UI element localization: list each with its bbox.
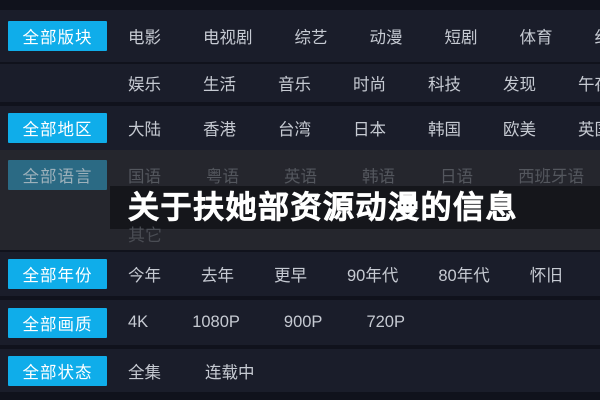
filter-item[interactable]: 其它: [128, 225, 162, 245]
filter-items-section: 电影 电视剧 综艺 动漫 短剧 体育 纪录片: [128, 24, 600, 48]
filter-row-status: 全部状态 全集 连载中: [0, 349, 600, 392]
filter-item[interactable]: 720P: [366, 313, 405, 331]
filter-row-quality: 全部画质 4K 1080P 900P 720P: [0, 300, 600, 345]
filter-item[interactable]: 科技: [428, 76, 461, 94]
filter-button-section[interactable]: 全部版块: [8, 21, 107, 51]
filter-item[interactable]: 午夜: [578, 76, 600, 94]
filter-item[interactable]: 1080P: [192, 313, 240, 331]
filter-item[interactable]: 4K: [128, 313, 149, 331]
filter-item[interactable]: 韩国: [428, 121, 461, 139]
filter-row-language-extra: 其它: [0, 220, 600, 246]
filter-item[interactable]: 连载中: [205, 363, 255, 382]
filter-button-year[interactable]: 全部年份: [8, 259, 107, 289]
filter-item[interactable]: 更早: [274, 267, 307, 285]
filter-item[interactable]: 英国: [578, 121, 600, 139]
filter-item[interactable]: 生活: [203, 76, 236, 94]
filter-item[interactable]: 日本: [353, 121, 386, 139]
filter-item[interactable]: 电影: [128, 29, 161, 47]
filter-item[interactable]: 日语: [440, 168, 473, 186]
filter-row-year: 全部年份 今年 去年 更早 90年代 80年代 怀旧: [0, 252, 600, 296]
filter-item[interactable]: 短剧: [444, 29, 478, 47]
filter-row-region: 全部地区 大陆 香港 台湾 日本 韩国 欧美 英国: [0, 106, 600, 150]
filter-item[interactable]: 时尚: [353, 76, 386, 94]
filter-items-section-extra: 娱乐 生活 音乐 时尚 科技 发现 午夜: [128, 71, 600, 95]
filter-item[interactable]: 发现: [503, 76, 536, 94]
filter-button-region[interactable]: 全部地区: [8, 113, 107, 143]
filter-item[interactable]: 台湾: [278, 121, 311, 139]
filter-item[interactable]: 粤语: [206, 168, 239, 186]
filter-item[interactable]: 大陆: [128, 121, 161, 139]
page-title: 关于扶她部资源动漫的信息: [128, 190, 518, 226]
filter-item[interactable]: 欧美: [503, 121, 536, 139]
filter-item[interactable]: 全集: [128, 363, 161, 382]
filter-button-status[interactable]: 全部状态: [8, 355, 107, 386]
filter-row-language: 全部语言 国语 粤语 英语 韩语 日语 西班牙语: [0, 160, 600, 190]
filter-item[interactable]: 音乐: [278, 76, 311, 94]
title-backdrop: [110, 186, 600, 229]
dimmed-overlay: 全部语言 国语 粤语 英语 韩语 日语 西班牙语 关于扶她部资源动漫的信息 其它: [0, 150, 600, 250]
filter-items-language: 国语 粤语 英语 韩语 日语 西班牙语: [128, 163, 600, 187]
filter-item[interactable]: 体育: [519, 29, 553, 47]
filter-item[interactable]: 900P: [283, 313, 323, 331]
filter-item[interactable]: 纪录片: [595, 24, 600, 48]
filter-item[interactable]: 西班牙语: [518, 168, 584, 186]
filter-item[interactable]: 娱乐: [128, 76, 161, 94]
filter-items-status: 全集 连载中: [128, 359, 299, 383]
filter-item[interactable]: 怀旧: [529, 267, 563, 285]
filter-row-section: 全部版块 电影 电视剧 综艺 动漫 短剧 体育 纪录片: [0, 10, 600, 62]
filter-item[interactable]: 综艺: [294, 29, 328, 47]
filter-button-language[interactable]: 全部语言: [8, 160, 107, 190]
filter-items-quality: 4K 1080P 900P 720P: [128, 313, 449, 332]
filter-items-language-extra: 其它: [128, 221, 207, 246]
filter-item[interactable]: 今年: [128, 267, 161, 285]
filter-items-year: 今年 去年 更早 90年代 80年代 怀旧: [128, 262, 600, 286]
filter-item[interactable]: 香港: [203, 121, 236, 139]
filter-row-section-extra: 娱乐 生活 音乐 时尚 科技 发现 午夜: [0, 64, 600, 102]
filter-item[interactable]: 国语: [128, 168, 161, 186]
filter-item[interactable]: 去年: [201, 267, 234, 285]
filter-item[interactable]: 90年代: [347, 267, 399, 285]
filter-item[interactable]: 英语: [284, 168, 317, 186]
filter-button-quality[interactable]: 全部画质: [8, 307, 107, 338]
filter-item[interactable]: 80年代: [438, 267, 490, 285]
filter-item[interactable]: 动漫: [369, 29, 403, 47]
filter-item[interactable]: 电视剧: [203, 29, 253, 47]
filter-items-region: 大陆 香港 台湾 日本 韩国 欧美 英国: [128, 116, 600, 140]
filter-item[interactable]: 韩语: [362, 168, 395, 186]
